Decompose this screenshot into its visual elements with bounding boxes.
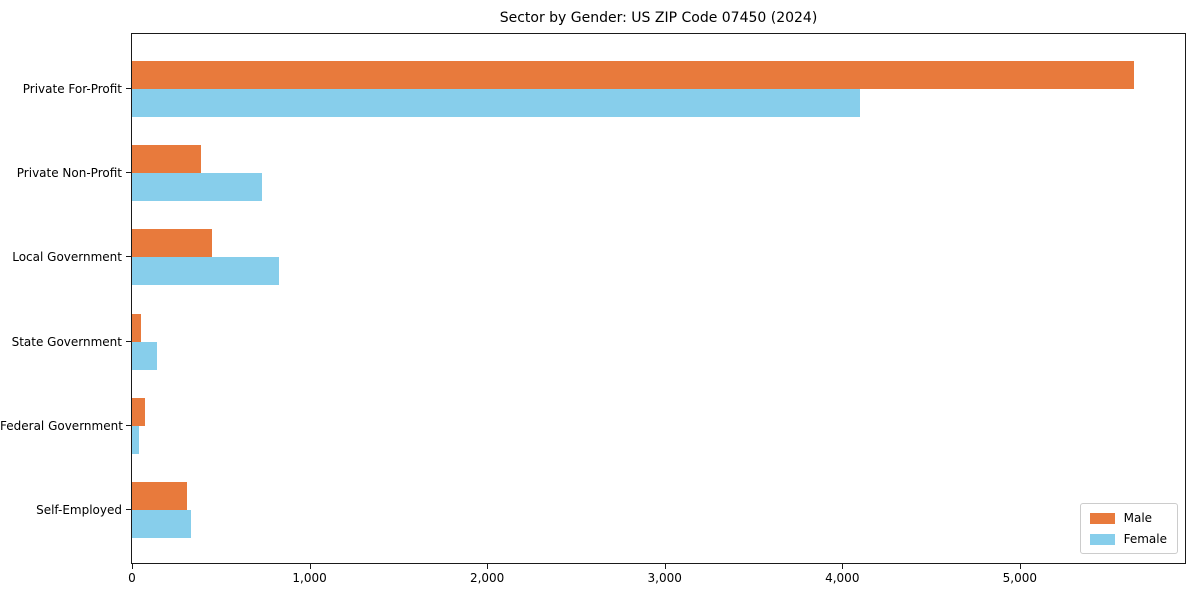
y-tick-label: Federal Government bbox=[0, 418, 123, 433]
bar-female-private-non-profit bbox=[132, 173, 262, 202]
x-tick-label: 3,000 bbox=[647, 571, 682, 585]
chart-title: Sector by Gender: US ZIP Code 07450 (202… bbox=[499, 10, 818, 26]
bar-male-state-government bbox=[132, 313, 141, 342]
x-tick-mark bbox=[309, 564, 311, 569]
bar-female-state-government bbox=[132, 341, 157, 370]
x-tick-mark bbox=[487, 564, 489, 569]
y-tick-label: Local Government bbox=[12, 250, 122, 265]
bar-female-self-employed bbox=[132, 510, 191, 538]
bar-male-private-for-profit bbox=[132, 61, 1134, 89]
y-tick-mark bbox=[126, 424, 131, 426]
x-tick-mark bbox=[132, 564, 133, 569]
bar-male-federal-government bbox=[132, 397, 146, 426]
y-tick-mark bbox=[126, 88, 131, 89]
bar-female-private-for-profit bbox=[132, 89, 860, 117]
x-tick-label: 5,000 bbox=[1002, 571, 1038, 585]
x-tick-mark bbox=[664, 564, 666, 569]
legend-item-male: Male bbox=[1089, 511, 1167, 525]
x-tick-label: 2,000 bbox=[469, 571, 505, 585]
y-tick-label: State Government bbox=[11, 334, 122, 349]
y-tick-label: Private Non-Profit bbox=[16, 166, 122, 181]
legend-label: Male bbox=[1123, 511, 1153, 525]
x-tick-label: 1,000 bbox=[292, 571, 327, 585]
x-tick-label: 0 bbox=[128, 571, 136, 585]
bar-male-self-employed bbox=[132, 482, 187, 510]
y-tick-mark bbox=[126, 256, 131, 258]
bar-male-private-non-profit bbox=[132, 145, 202, 174]
bar-male-local-government bbox=[132, 229, 212, 258]
legend-item-female: Female bbox=[1089, 532, 1167, 546]
legend-label: Female bbox=[1123, 532, 1167, 546]
plot-area: Male Female bbox=[131, 33, 1186, 564]
legend: Male Female bbox=[1079, 503, 1178, 554]
y-tick-mark bbox=[126, 509, 131, 510]
y-tick-label: Self-Employed bbox=[36, 503, 122, 517]
legend-swatch-female bbox=[1089, 533, 1115, 545]
y-tick-label: Private For-Profit bbox=[22, 82, 122, 96]
x-tick-mark bbox=[1019, 564, 1021, 569]
y-tick-mark bbox=[126, 172, 131, 174]
legend-swatch-male bbox=[1089, 512, 1115, 524]
x-tick-label: 4,000 bbox=[825, 571, 860, 585]
bar-female-local-government bbox=[132, 257, 279, 286]
y-tick-mark bbox=[126, 340, 131, 342]
x-tick-mark bbox=[842, 564, 844, 569]
bar-female-federal-government bbox=[132, 425, 140, 454]
